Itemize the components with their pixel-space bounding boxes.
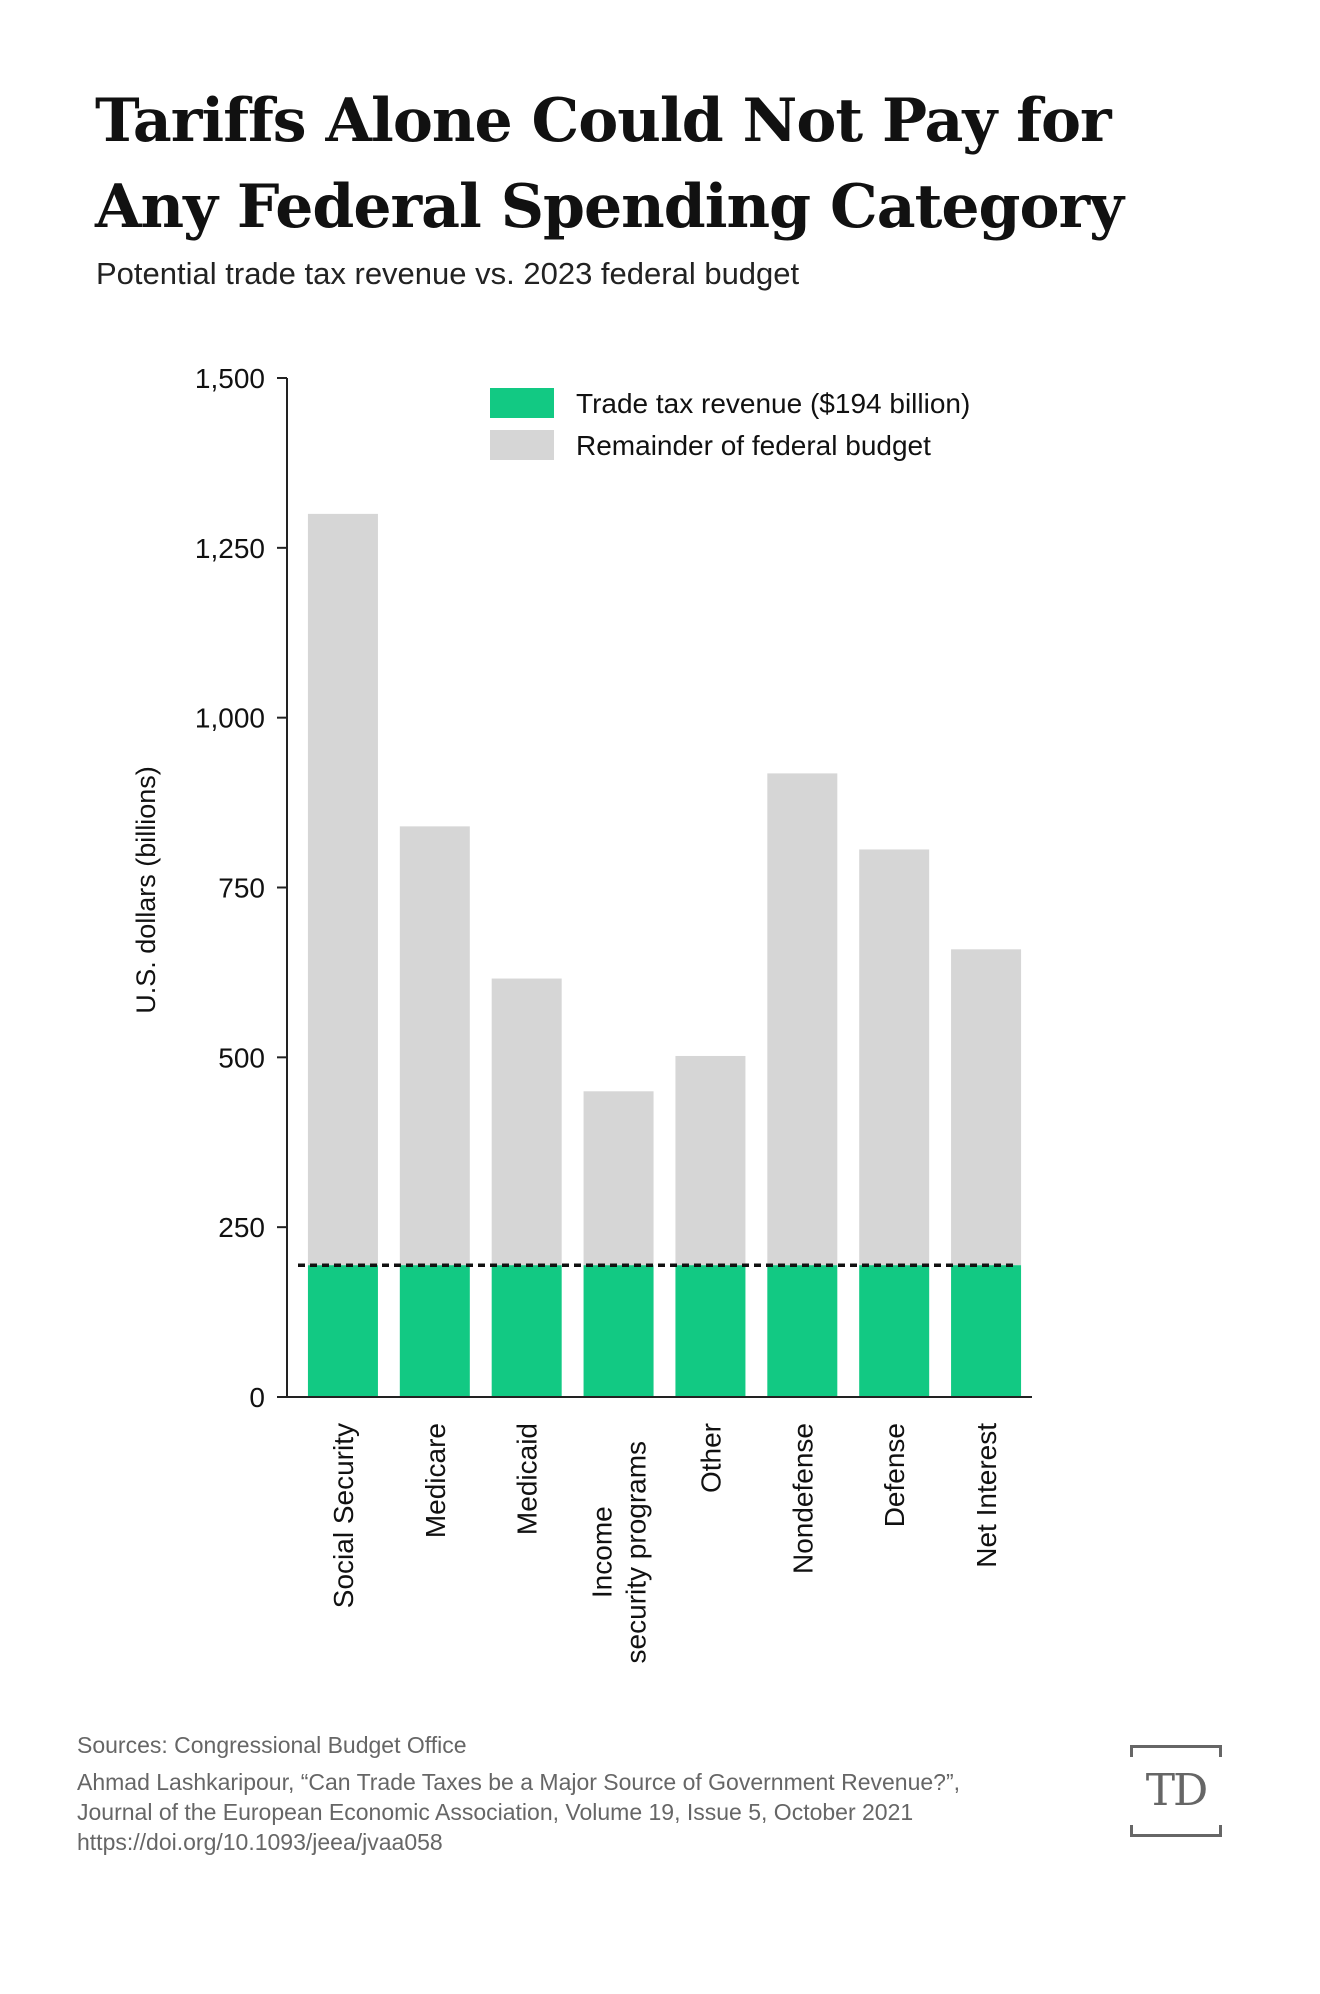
bar-remainder <box>675 1055 746 1266</box>
x-tick-label: Income security programs <box>587 1441 652 1664</box>
bar-trade-tax <box>675 1265 746 1397</box>
bars-group <box>307 513 1022 1397</box>
axes-group: Social Security Medicare Medicaid Income sec… <box>195 363 1032 1663</box>
y-tick-label: 1,500 <box>195 363 265 394</box>
legend-swatch <box>490 430 554 460</box>
td-logo-icon: TD <box>1130 1745 1222 1837</box>
bar-trade-tax <box>859 1265 930 1397</box>
bar-trade-tax <box>307 1265 378 1397</box>
x-tick-label: Net Interest <box>971 1423 1002 1568</box>
x-tick-label: Defense <box>879 1423 910 1527</box>
bar-remainder <box>767 773 838 1266</box>
bar-remainder <box>859 849 930 1266</box>
bar-trade-tax <box>951 1265 1022 1397</box>
logo-text: TD <box>1145 1765 1209 1816</box>
legend-label: Remainder of federal budget <box>576 430 931 461</box>
bar-trade-tax <box>399 1265 470 1397</box>
bar-trade-tax <box>583 1265 654 1397</box>
legend: Trade tax revenue ($194 billion) Remainde… <box>490 388 970 461</box>
logo-bracket-top <box>1130 1745 1222 1757</box>
legend-swatch <box>490 388 554 418</box>
sources-line: Sources: Congressional Budget Office <box>77 1732 467 1758</box>
bar-trade-tax <box>767 1265 838 1397</box>
doi-link[interactable]: https://doi.org/10.1093/jeea/jvaa058 <box>77 1829 443 1855</box>
bar-trade-tax <box>491 1265 562 1397</box>
x-tick-label: Nondefense <box>787 1423 818 1574</box>
x-tick-label: Medicare <box>420 1423 451 1538</box>
y-tick-label: 250 <box>218 1212 265 1243</box>
bar-remainder <box>491 978 562 1266</box>
y-tick-label: 1,000 <box>195 703 265 734</box>
logo-bracket-bottom <box>1130 1825 1222 1837</box>
bar-remainder <box>399 826 470 1266</box>
y-axis-label: U.S. dollars (billions) <box>131 766 161 1014</box>
citation-line: Ahmad Lashkaripour, “Can Trade Taxes be … <box>77 1769 960 1795</box>
bar-remainder <box>951 949 1022 1266</box>
sources-block: Sources: Congressional Budget Office Ahm… <box>77 1730 960 1857</box>
y-tick-label: 0 <box>249 1382 265 1413</box>
legend-label: Trade tax revenue ($194 billion) <box>576 388 970 419</box>
x-tick-label: Other <box>695 1423 726 1493</box>
chart-title: Tariffs Alone Could Not Pay for Any Fede… <box>95 86 1124 242</box>
stacked-bar-chart: Social Security Medicare Medicaid Income sec… <box>131 363 1032 1663</box>
y-tick-label: 500 <box>218 1042 265 1073</box>
citation-line: Journal of the European Economic Associa… <box>77 1799 914 1825</box>
chart-subtitle: Potential trade tax revenue vs. 2023 fed… <box>96 256 800 291</box>
x-tick-label: Social Security <box>328 1423 359 1608</box>
bar-remainder <box>583 1091 654 1266</box>
y-tick-label: 1,250 <box>195 533 265 564</box>
y-tick-label: 750 <box>218 873 265 904</box>
bar-remainder <box>307 513 378 1266</box>
x-tick-label: Medicaid <box>512 1423 543 1535</box>
